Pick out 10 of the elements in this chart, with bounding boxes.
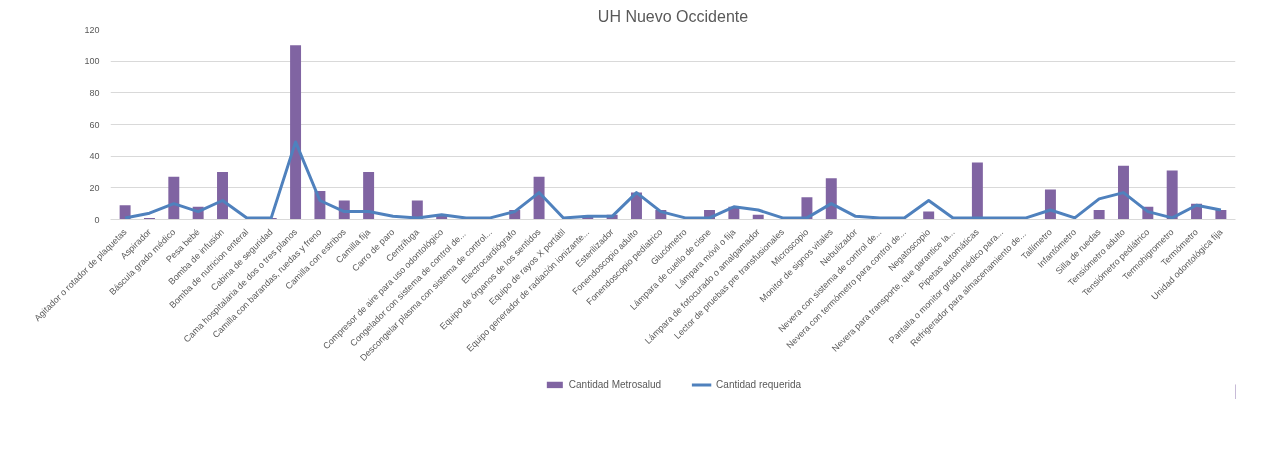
y-tick-label: 100: [84, 56, 100, 67]
y-tick-label: 20: [89, 182, 100, 193]
y-tick-label: 80: [89, 87, 100, 98]
legend-label: Cantidad requerida: [716, 378, 802, 390]
legend-label: Cantidad Metrosalud: [568, 378, 662, 390]
chart-title: UH Nuevo Occidente: [597, 7, 749, 25]
y-tick-label: 40: [89, 151, 100, 162]
y-tick-label: 60: [89, 119, 100, 130]
y-tick-label: 120: [84, 24, 100, 35]
y-tick-label: 0: [94, 214, 100, 225]
